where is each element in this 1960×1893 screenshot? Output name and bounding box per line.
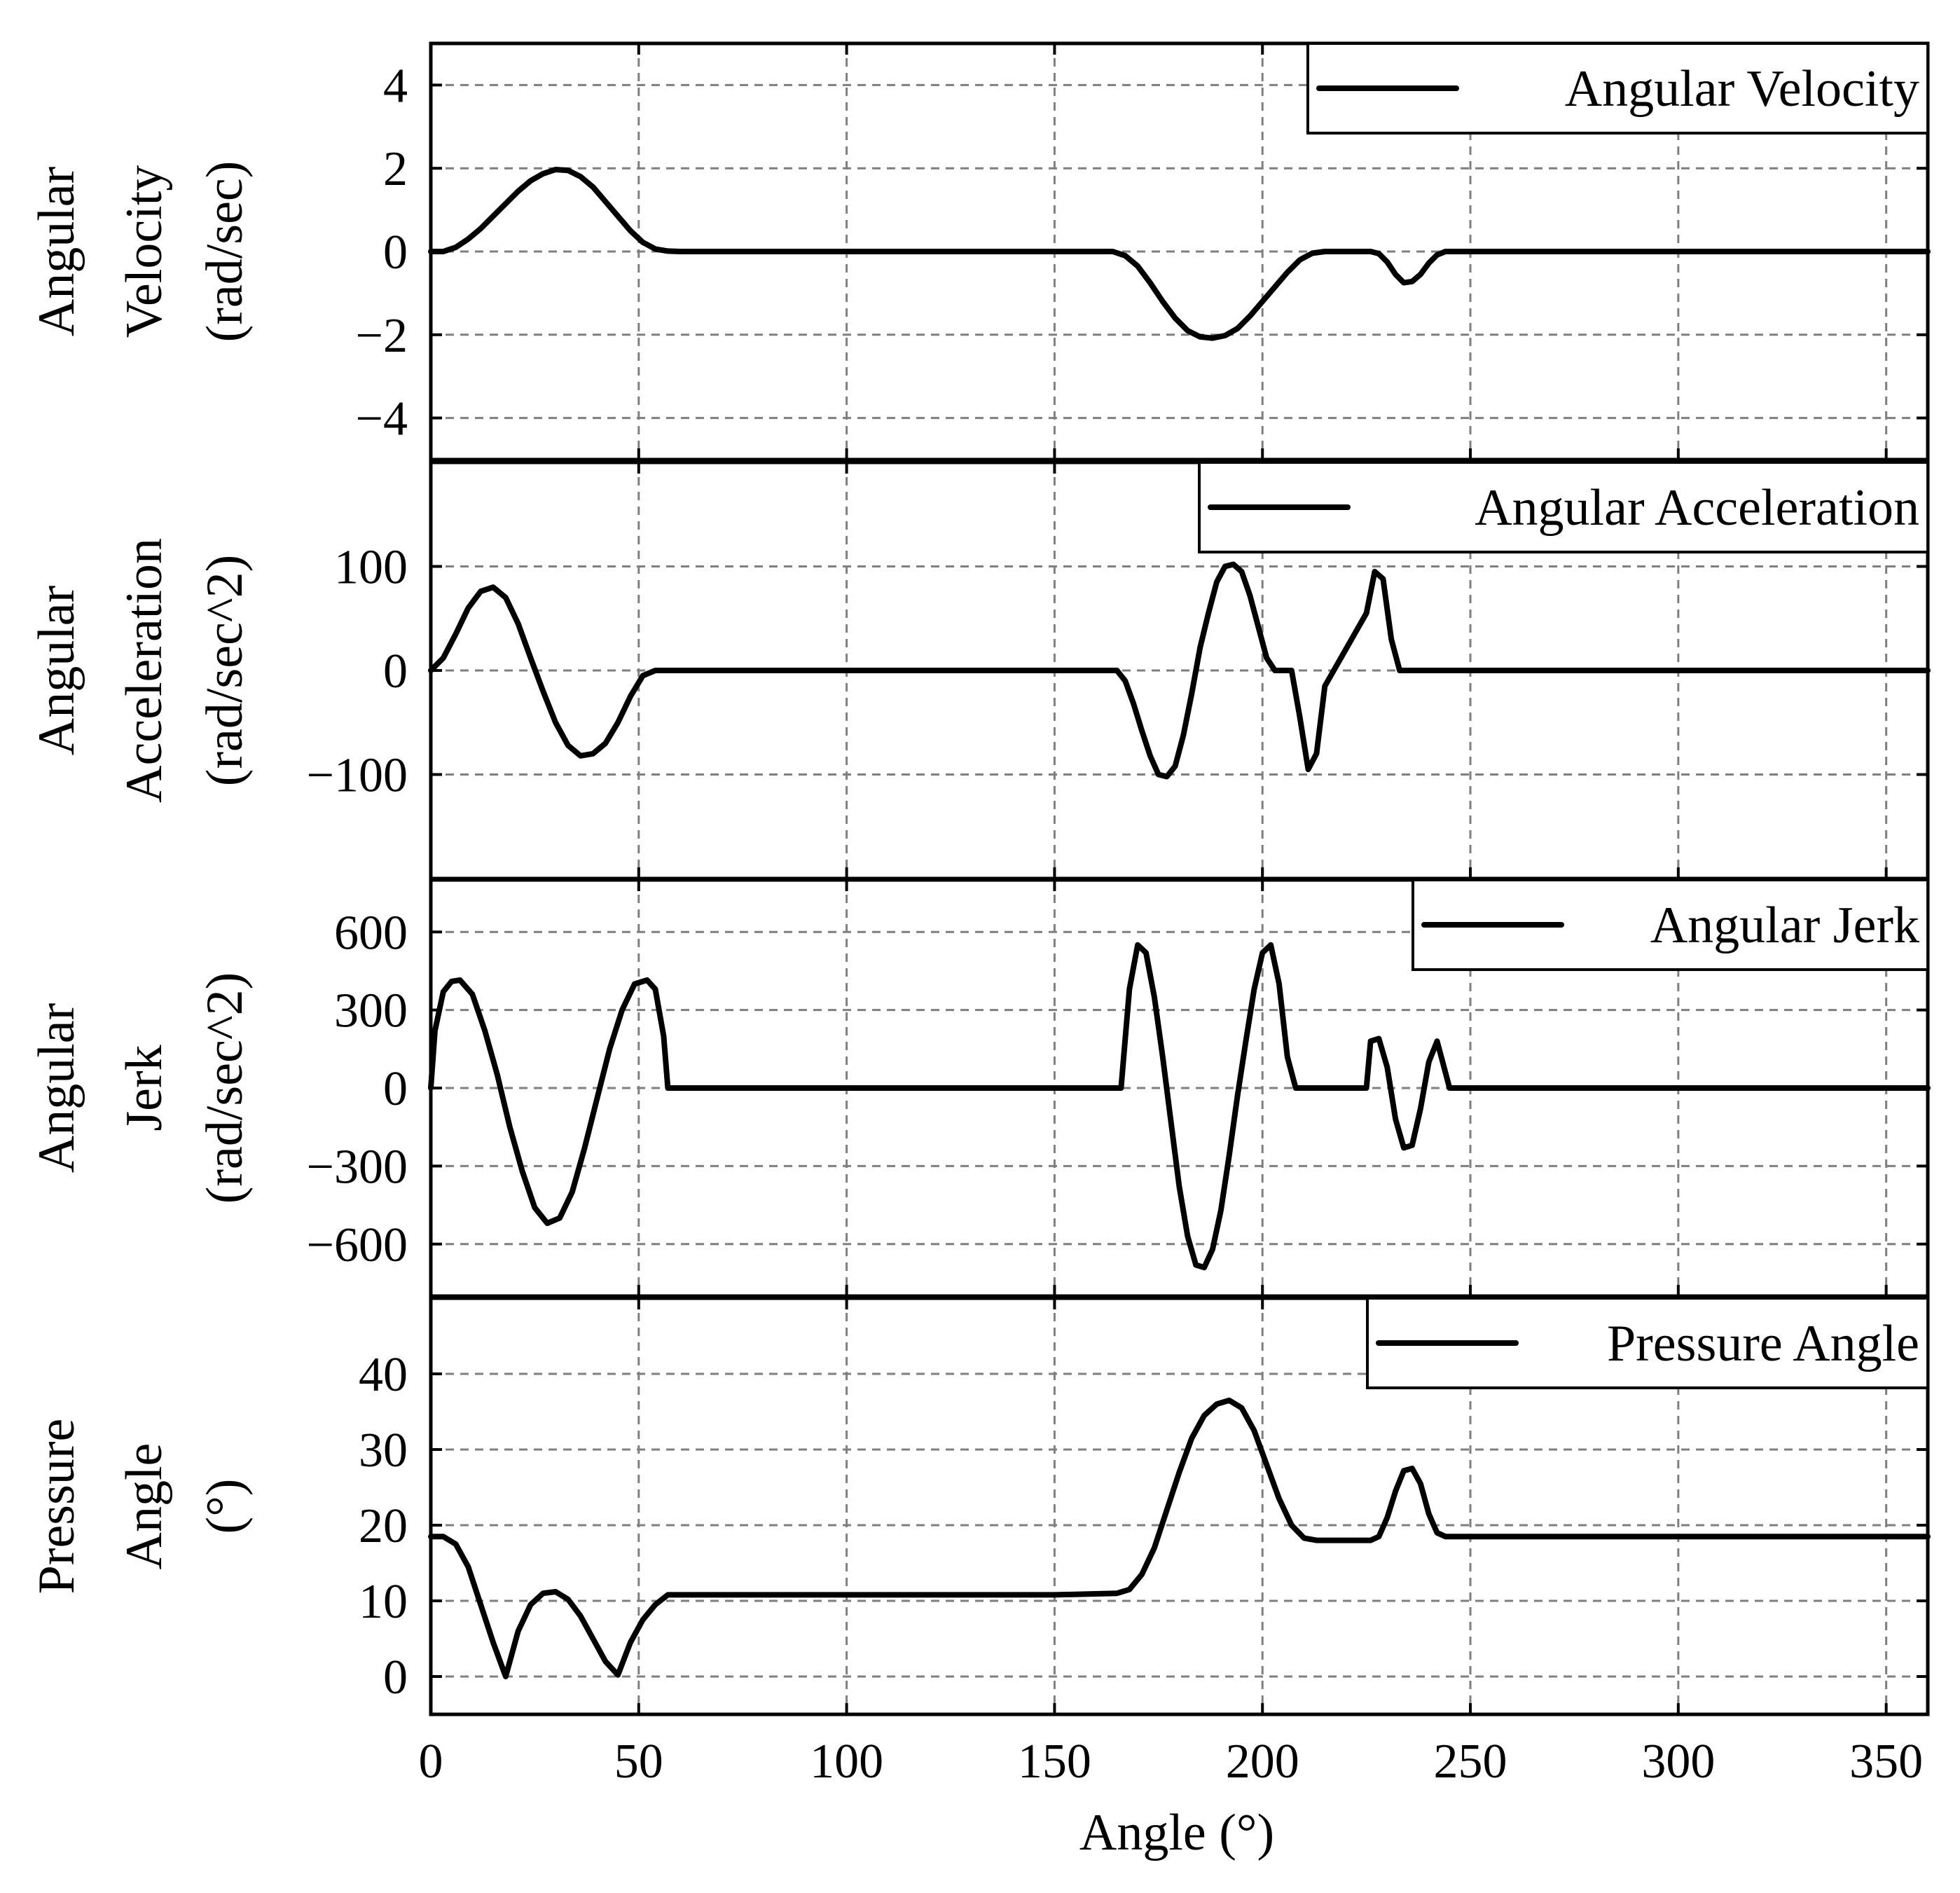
x-tick-label: 200 bbox=[1226, 1735, 1299, 1789]
x-tick-label: 150 bbox=[1018, 1735, 1091, 1789]
y-tick-label: 4 bbox=[383, 59, 408, 113]
y-tick-label: 0 bbox=[383, 226, 408, 280]
y-axis-title-line: (rad/sec^2) bbox=[196, 555, 254, 787]
y-tick-label: 0 bbox=[383, 1062, 408, 1116]
panel-pressure: 40 30 20 10 0 Pressure Angle (°) Pressure Angle bbox=[28, 1296, 1931, 1716]
legend-velocity: Angular Velocity bbox=[1306, 42, 1929, 135]
y-tick-label: 40 bbox=[359, 1348, 408, 1402]
y-tick-label: −4 bbox=[356, 392, 408, 446]
y-axis-title-line: Angle bbox=[116, 1443, 173, 1570]
legend-pressure: Pressure Angle bbox=[1366, 1297, 1929, 1389]
legend-label: Angular Acceleration bbox=[1475, 479, 1919, 537]
y-tick-label: 100 bbox=[334, 541, 408, 595]
panel-jerk: 600 300 0 −300 −600 Angular Jerk (rad/sec^2) Ang… bbox=[28, 878, 1931, 1298]
series-line-velocity bbox=[428, 167, 1931, 341]
plot-frame bbox=[429, 1296, 1930, 1716]
panel-acceleration: 100 0 −100 Angular Acceleration (rad/sec^2) An… bbox=[28, 460, 1931, 881]
x-tick-label: 50 bbox=[614, 1735, 663, 1789]
panel-velocity: 4 2 0 −2 −4 Angular Velocity (rad/sec) Angular V… bbox=[28, 41, 1931, 462]
y-tick-label: −300 bbox=[307, 1140, 408, 1194]
y-tick-label: 10 bbox=[359, 1575, 408, 1629]
legend-label: Angular Velocity bbox=[1565, 60, 1919, 118]
x-tick-label: 250 bbox=[1434, 1735, 1507, 1789]
y-axis-title-line: Acceleration bbox=[116, 538, 173, 803]
y-axis-title-line: Angular bbox=[28, 1003, 85, 1173]
y-tick-label: 20 bbox=[359, 1499, 408, 1553]
y-axis-title-line: (rad/sec^2) bbox=[196, 972, 254, 1204]
y-axis-title-line: Velocity bbox=[116, 165, 173, 338]
y-axis-title-line: (°) bbox=[196, 1479, 254, 1534]
legend-acceleration: Angular Acceleration bbox=[1198, 461, 1929, 553]
y-tick-label: 0 bbox=[383, 645, 408, 698]
y-tick-label: 2 bbox=[383, 142, 408, 196]
y-axis-title-line: Angular bbox=[28, 586, 85, 756]
series-line-jerk bbox=[428, 942, 1931, 1271]
y-axis-title-line: (rad/sec) bbox=[196, 161, 254, 343]
series-line-pressure bbox=[428, 1397, 1931, 1679]
x-tick-label: 300 bbox=[1641, 1735, 1715, 1789]
series-line-acceleration bbox=[428, 561, 1931, 780]
y-tick-label: 300 bbox=[334, 984, 408, 1038]
y-tick-label: 0 bbox=[383, 1651, 408, 1705]
y-tick-label: 30 bbox=[359, 1424, 408, 1478]
x-tick-label: 0 bbox=[419, 1735, 443, 1789]
x-axis: 0 50 100 150 200 250 300 350 bbox=[419, 1735, 1924, 1789]
y-tick-label: −600 bbox=[307, 1218, 408, 1272]
legend-jerk: Angular Jerk bbox=[1412, 879, 1929, 971]
y-tick-label: 600 bbox=[334, 906, 408, 960]
y-tick-label: −100 bbox=[307, 749, 408, 803]
y-axis-title-line: Jerk bbox=[116, 1045, 173, 1131]
x-tick-label: 350 bbox=[1849, 1735, 1923, 1789]
legend-label: Angular Jerk bbox=[1650, 897, 1919, 954]
legend-label: Pressure Angle bbox=[1607, 1315, 1919, 1372]
x-axis-title: Angle (°) bbox=[1079, 1804, 1274, 1861]
x-tick-label: 100 bbox=[810, 1735, 883, 1789]
y-tick-label: −2 bbox=[356, 309, 408, 363]
y-axis-title-line: Pressure bbox=[28, 1419, 85, 1595]
y-axis-title-line: Angular bbox=[28, 167, 85, 337]
